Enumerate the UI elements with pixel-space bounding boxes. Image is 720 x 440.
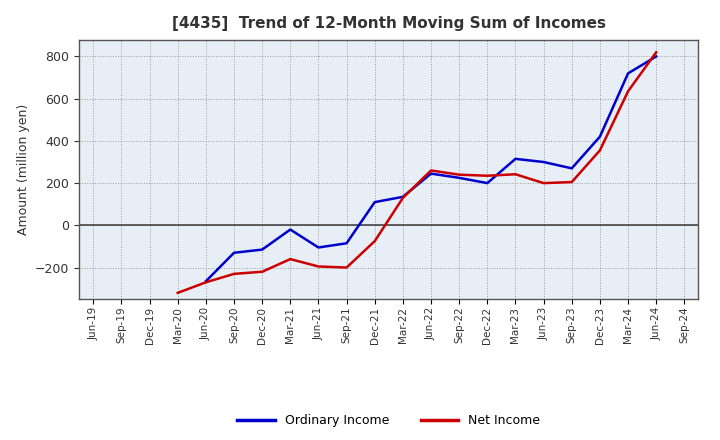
Ordinary Income [511, 156, 520, 161]
Ordinary Income [314, 245, 323, 250]
Title: [4435]  Trend of 12-Month Moving Sum of Incomes: [4435] Trend of 12-Month Moving Sum of I… [172, 16, 606, 32]
Ordinary Income [342, 241, 351, 246]
Net Income [258, 269, 266, 275]
Ordinary Income [230, 250, 238, 255]
Legend: Ordinary Income, Net Income: Ordinary Income, Net Income [238, 414, 540, 428]
Ordinary Income [286, 227, 294, 232]
Ordinary Income [370, 199, 379, 205]
Ordinary Income [455, 175, 464, 180]
Net Income [399, 195, 408, 201]
Net Income [174, 290, 182, 296]
Ordinary Income [483, 180, 492, 186]
Net Income [342, 265, 351, 270]
Ordinary Income [539, 159, 548, 165]
Ordinary Income [202, 279, 210, 284]
Net Income [427, 168, 436, 173]
Ordinary Income [427, 171, 436, 176]
Net Income [624, 89, 632, 94]
Net Income [230, 271, 238, 276]
Net Income [511, 172, 520, 177]
Net Income [567, 180, 576, 185]
Ordinary Income [567, 166, 576, 171]
Net Income [539, 180, 548, 186]
Line: Ordinary Income: Ordinary Income [206, 56, 656, 281]
Net Income [202, 280, 210, 285]
Ordinary Income [624, 71, 632, 76]
Y-axis label: Amount (million yen): Amount (million yen) [17, 104, 30, 235]
Line: Net Income: Net Income [178, 52, 656, 293]
Net Income [286, 257, 294, 262]
Net Income [455, 172, 464, 177]
Ordinary Income [258, 247, 266, 252]
Net Income [314, 264, 323, 269]
Ordinary Income [595, 134, 604, 139]
Net Income [483, 173, 492, 178]
Ordinary Income [652, 54, 660, 59]
Net Income [652, 50, 660, 55]
Net Income [595, 148, 604, 153]
Ordinary Income [399, 194, 408, 199]
Net Income [370, 238, 379, 244]
